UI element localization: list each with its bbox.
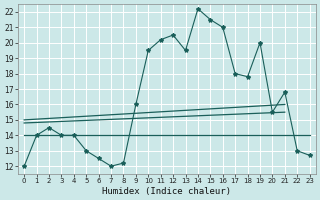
X-axis label: Humidex (Indice chaleur): Humidex (Indice chaleur)	[102, 187, 231, 196]
